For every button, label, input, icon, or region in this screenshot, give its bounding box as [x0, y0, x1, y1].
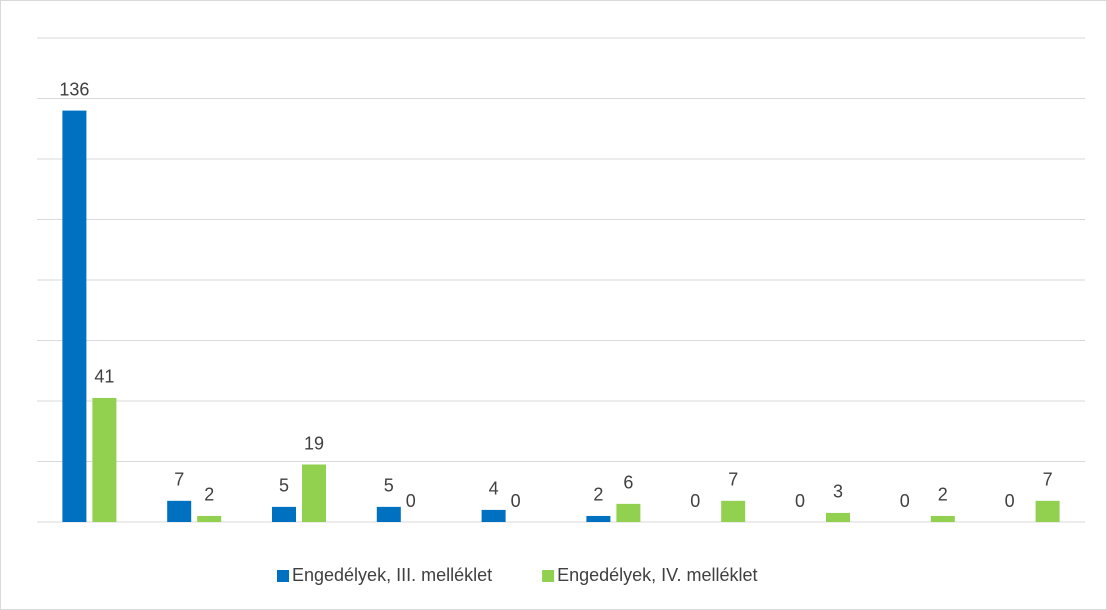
data-label: 5: [279, 476, 289, 496]
legend-swatch: [277, 570, 289, 582]
data-label: 0: [511, 491, 521, 511]
legend-label: Engedélyek, IV. melléklet: [557, 565, 757, 585]
data-label: 0: [406, 491, 416, 511]
data-label: 7: [174, 470, 184, 490]
bar: [197, 515, 222, 522]
legend-swatch: [542, 570, 555, 582]
bar: [376, 506, 401, 522]
bar: [481, 509, 506, 522]
bar: [616, 503, 641, 522]
data-label: 41: [94, 367, 114, 387]
bar: [302, 464, 326, 522]
data-label: 3: [833, 482, 843, 502]
bar: [586, 515, 611, 522]
data-label: 7: [1043, 470, 1053, 490]
data-label: 6: [623, 473, 633, 493]
data-label: 4: [489, 479, 499, 499]
data-label: 2: [593, 485, 603, 505]
bar: [167, 500, 192, 522]
bar: [272, 506, 296, 522]
data-label: 2: [204, 485, 214, 505]
data-label: 0: [900, 491, 910, 511]
data-label: 19: [304, 433, 324, 453]
bar: [62, 110, 87, 522]
legend-label: Engedélyek, III. melléklet: [292, 565, 492, 585]
bar: [721, 500, 746, 522]
bar: [930, 515, 955, 522]
data-label: 2: [938, 485, 948, 505]
data-label: 0: [690, 491, 700, 511]
bar: [92, 397, 117, 522]
data-label: 7: [728, 470, 738, 490]
data-label: 0: [1005, 491, 1015, 511]
bar: [826, 512, 850, 522]
data-label: 0: [795, 491, 805, 511]
bar: [1035, 500, 1060, 522]
data-label: 136: [59, 79, 89, 99]
data-label: 5: [384, 476, 394, 496]
